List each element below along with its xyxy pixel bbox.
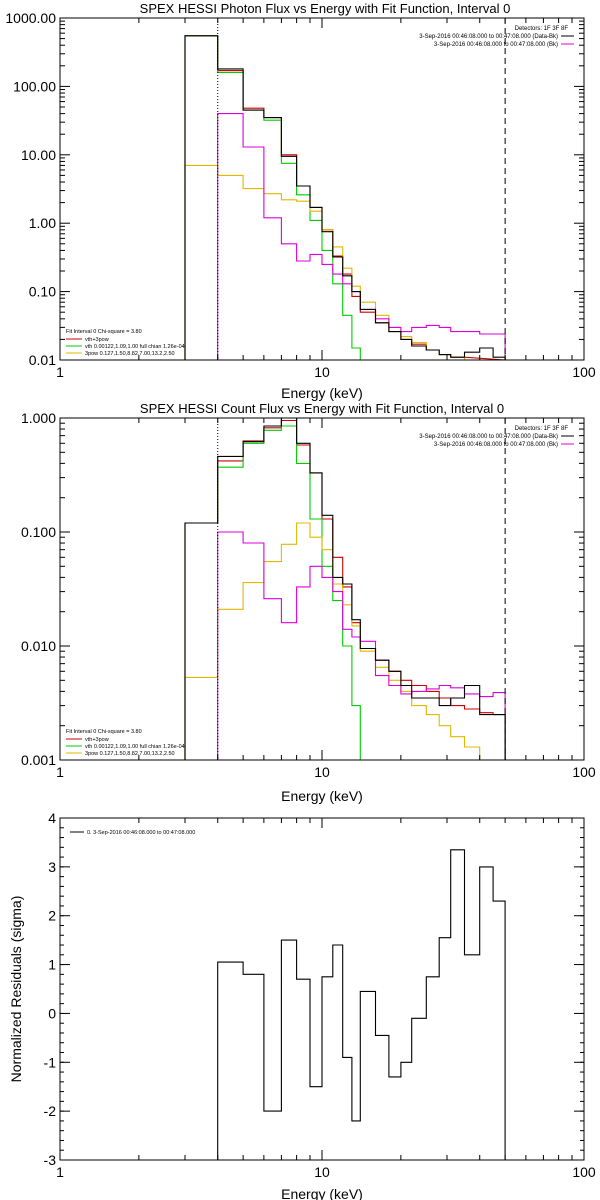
count-flux-ticks: 1 10 100 0.001 0.010 0.100 1.000 <box>21 410 596 780</box>
photon-flux-y-tick-label: 1.00 <box>29 215 56 231</box>
residuals-y-tick-label: 3 <box>48 859 56 875</box>
count-flux-reference-lines <box>217 418 506 760</box>
photon-flux-y-tick-label: 100.00 <box>13 78 56 94</box>
count-flux-detectors: Detectors: 1F 3F 8F <box>515 426 569 432</box>
count-flux-series-5 <box>184 417 506 760</box>
residuals-series-1 <box>217 849 506 1160</box>
photon-flux-ticks: 1 10 100 0.01 0.10 1.00 10.00 100.00 1000.00 <box>5 10 596 380</box>
residuals-legend: 0. 3-Sep-2016 00:46:08.000 to 00:47:08.0… <box>70 830 195 836</box>
count-flux-y-tick-label: 0.100 <box>21 524 56 540</box>
count-flux-legend-label-1: vth+3pow <box>85 737 109 743</box>
photon-flux-x-tick-label: 100 <box>572 364 596 380</box>
residuals-xlabel: Energy (keV) <box>281 1186 363 1200</box>
photon-flux-info: Detectors: 1F 3F 8F 3-Sep-2016 00:46:08.… <box>419 26 574 48</box>
residuals-legend-label: 0. 3-Sep-2016 00:46:08.000 to 00:47:08.0… <box>87 830 195 836</box>
count-flux-series <box>184 417 506 761</box>
count-flux-x-tick-label: 1 <box>56 764 64 780</box>
residuals-y-tick-label: -2 <box>44 1103 57 1119</box>
count-flux-y-tick-label: 0.010 <box>21 638 56 654</box>
residuals-y-tick-label: -1 <box>44 1054 57 1070</box>
count-flux-panel: SPEX HESSI Count Flux vs Energy with Fit… <box>21 401 596 804</box>
residuals-y-tick-label: 0 <box>48 1005 56 1021</box>
photon-flux-series <box>184 35 506 361</box>
photon-flux-series-4 <box>185 113 506 361</box>
residuals-y-tick-label: 4 <box>48 810 56 826</box>
photon-flux-data-interval: 3-Sep-2016 00:46:08.000 to 00:47:08.000 … <box>419 34 558 40</box>
count-flux-title: SPEX HESSI Count Flux vs Energy with Fit… <box>140 401 504 416</box>
photon-flux-y-tick-label: 1000.00 <box>5 10 56 26</box>
photon-flux-y-tick-label: 0.10 <box>29 284 56 300</box>
count-flux-x-tick-label: 100 <box>572 764 596 780</box>
count-flux-y-tick-label: 1.000 <box>21 410 56 426</box>
count-flux-data-interval: 3-Sep-2016 00:46:08.000 to 00:47:08.000 … <box>419 434 558 440</box>
photon-flux-legend-label-1: vth+3pow <box>85 337 109 343</box>
photon-flux-legend: Fit Interval 0 Chi-square = 3.80 vth+3po… <box>66 329 185 357</box>
photon-flux-reference-lines <box>217 18 506 360</box>
photon-flux-bk-interval: 3-Sep-2016 00:46:08.000 to 00:47:08.000 … <box>434 42 558 48</box>
photon-flux-series-5 <box>184 35 506 360</box>
count-flux-bk-interval: 3-Sep-2016 00:46:08.000 to 00:47:08.000 … <box>434 442 558 448</box>
photon-flux-title: SPEX HESSI Photon Flux vs Energy with Fi… <box>140 1 511 16</box>
residuals-y-tick-label: 1 <box>48 957 56 973</box>
residuals-y-tick-label: 2 <box>48 908 56 924</box>
photon-flux-legend-label-3: 3pow 0.127,1.50,8.82,7.00,13.2,2.50 <box>85 351 175 357</box>
residuals-series <box>217 849 506 1160</box>
residuals-panel: 1 10 100 -3 -2 -1 0 1 2 3 4 Energy (keV) Normalize… <box>8 810 596 1200</box>
count-flux-y-tick-label: 0.001 <box>21 752 56 768</box>
photon-flux-series-2 <box>184 35 361 360</box>
count-flux-legend-header: Fit Interval 0 Chi-square = 3.80 <box>66 729 142 735</box>
photon-flux-y-tick-label: 10.00 <box>21 147 56 163</box>
photon-flux-legend-label-2: vth 0.00122,1.09,1.00 full chian 1.26e-0… <box>85 344 185 350</box>
photon-flux-x-tick-label: 1 <box>56 364 64 380</box>
count-flux-x-tick-label: 10 <box>314 764 330 780</box>
residuals-x-tick-label: 1 <box>56 1164 64 1180</box>
photon-flux-legend-header: Fit Interval 0 Chi-square = 3.80 <box>66 329 142 335</box>
residuals-ticks: 1 10 100 -3 -2 -1 0 1 2 3 4 <box>44 810 596 1180</box>
count-flux-series-2 <box>184 425 361 760</box>
count-flux-legend-label-3: 3pow 0.127,1.50,8.82,7.00,13.2,2.50 <box>85 751 175 757</box>
residuals-x-tick-label: 100 <box>572 1164 596 1180</box>
photon-flux-series-1 <box>184 35 506 361</box>
count-flux-info: Detectors: 1F 3F 8F 3-Sep-2016 00:46:08.… <box>419 426 574 448</box>
photon-flux-y-tick-label: 0.01 <box>29 352 56 368</box>
count-flux-legend-label-2: vth 0.00122,1.09,1.00 full chian 1.26e-0… <box>85 744 185 750</box>
residuals-ylabel: Normalized Residuals (sigma) <box>8 896 24 1083</box>
residuals-y-tick-label: -3 <box>44 1152 57 1168</box>
photon-flux-xlabel: Energy (keV) <box>281 385 363 401</box>
count-flux-xlabel: Energy (keV) <box>281 788 363 804</box>
photon-flux-x-tick-label: 10 <box>314 364 330 380</box>
count-flux-series-1 <box>184 419 506 760</box>
count-flux-legend: Fit Interval 0 Chi-square = 3.80 vth+3po… <box>66 729 185 757</box>
photon-flux-panel: SPEX HESSI Photon Flux vs Energy with Fi… <box>5 1 596 401</box>
photon-flux-detectors: Detectors: 1F 3F 8F <box>515 26 569 32</box>
residuals-x-tick-label: 10 <box>314 1164 330 1180</box>
